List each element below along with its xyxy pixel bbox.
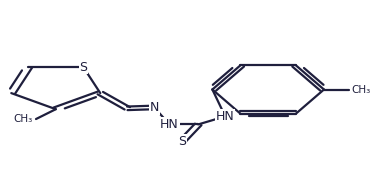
Text: HN: HN [160, 118, 179, 131]
Text: S: S [79, 61, 87, 74]
Text: N: N [150, 101, 159, 114]
Text: CH₃: CH₃ [351, 84, 370, 95]
Text: CH₃: CH₃ [13, 114, 32, 124]
Text: HN: HN [216, 110, 235, 123]
Text: S: S [178, 135, 186, 148]
